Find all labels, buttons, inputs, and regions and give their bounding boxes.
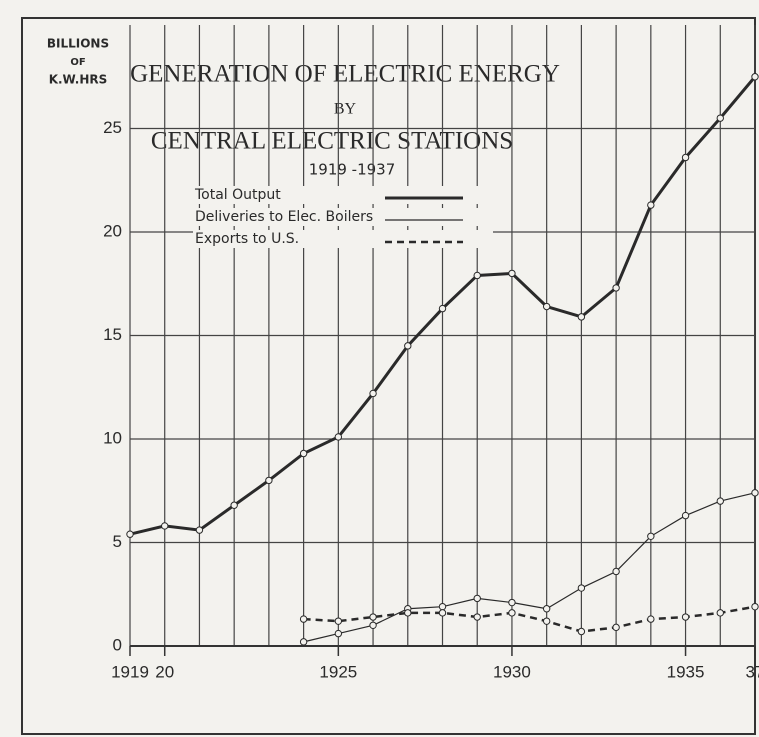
x-tick-label: 1925 bbox=[319, 662, 357, 681]
data-point bbox=[577, 584, 586, 592]
legend-label: Deliveries to Elec. Boilers bbox=[195, 209, 373, 225]
data-point bbox=[751, 489, 759, 497]
data-point bbox=[299, 638, 308, 646]
data-point bbox=[681, 613, 690, 621]
y-tick-label: 20 bbox=[103, 221, 122, 240]
data-point bbox=[369, 613, 377, 621]
data-point bbox=[404, 609, 412, 617]
data-point bbox=[508, 598, 516, 607]
data-point bbox=[473, 613, 481, 621]
series-line bbox=[303, 605, 756, 633]
data-point bbox=[508, 609, 516, 617]
data-point bbox=[334, 629, 343, 638]
y-label: K.W.HRS bbox=[49, 73, 108, 87]
data-point bbox=[542, 302, 551, 311]
legend-label: Total Output bbox=[194, 187, 281, 203]
data-point bbox=[404, 342, 412, 350]
data-point bbox=[369, 621, 377, 629]
data-point bbox=[751, 73, 759, 81]
data-point bbox=[473, 594, 481, 603]
series-line bbox=[303, 492, 756, 643]
data-point bbox=[265, 476, 273, 485]
data-point bbox=[716, 497, 724, 505]
chart-title: BY bbox=[334, 101, 357, 118]
legend-bg bbox=[193, 230, 493, 248]
data-point bbox=[230, 501, 238, 509]
y-tick-label: 10 bbox=[103, 428, 122, 447]
data-point bbox=[126, 530, 134, 538]
y-label: OF bbox=[70, 57, 85, 68]
chart-title: CENTRAL ELECTRIC STATIONS bbox=[151, 128, 513, 155]
chart-title: GENERATION OF ELECTRIC ENERGY bbox=[130, 61, 560, 88]
data-point bbox=[334, 617, 343, 625]
legend-bg bbox=[193, 208, 493, 226]
x-tick-label: 1930 bbox=[493, 662, 531, 681]
data-point bbox=[716, 114, 724, 122]
data-point bbox=[438, 602, 447, 611]
y-tick-label: 25 bbox=[103, 118, 122, 137]
legend-label: Exports to U.S. bbox=[195, 231, 299, 247]
x-tick-label: 1919 bbox=[111, 662, 149, 681]
data-point bbox=[647, 201, 655, 209]
data-point bbox=[334, 433, 343, 441]
y-tick-label: 0 bbox=[113, 635, 122, 654]
x-tick-label: 1935 bbox=[667, 662, 705, 681]
data-point bbox=[751, 602, 759, 611]
x-tick-label: 20 bbox=[155, 662, 174, 681]
data-point bbox=[299, 615, 308, 623]
data-point bbox=[438, 609, 447, 617]
x-tick-label: 37 bbox=[746, 662, 759, 681]
data-point bbox=[612, 284, 620, 292]
data-point bbox=[542, 617, 551, 625]
y-label: BILLIONS bbox=[47, 37, 109, 51]
data-point bbox=[195, 526, 204, 534]
data-point bbox=[508, 269, 516, 278]
data-point bbox=[473, 271, 481, 280]
chart-subtitle: 1919 -1937 bbox=[309, 161, 396, 179]
data-point bbox=[647, 532, 655, 540]
data-point bbox=[577, 627, 586, 636]
data-point bbox=[161, 522, 169, 530]
data-point bbox=[681, 511, 690, 520]
data-point bbox=[369, 389, 377, 398]
data-point bbox=[542, 605, 551, 613]
data-point bbox=[716, 609, 724, 617]
data-point bbox=[681, 153, 690, 162]
data-point bbox=[647, 615, 655, 623]
data-point bbox=[612, 623, 620, 632]
y-tick-label: 5 bbox=[113, 532, 122, 551]
data-point bbox=[577, 313, 586, 321]
data-point bbox=[299, 449, 308, 458]
y-tick-label: 15 bbox=[103, 325, 122, 344]
data-point bbox=[438, 304, 447, 313]
data-point bbox=[612, 567, 620, 576]
